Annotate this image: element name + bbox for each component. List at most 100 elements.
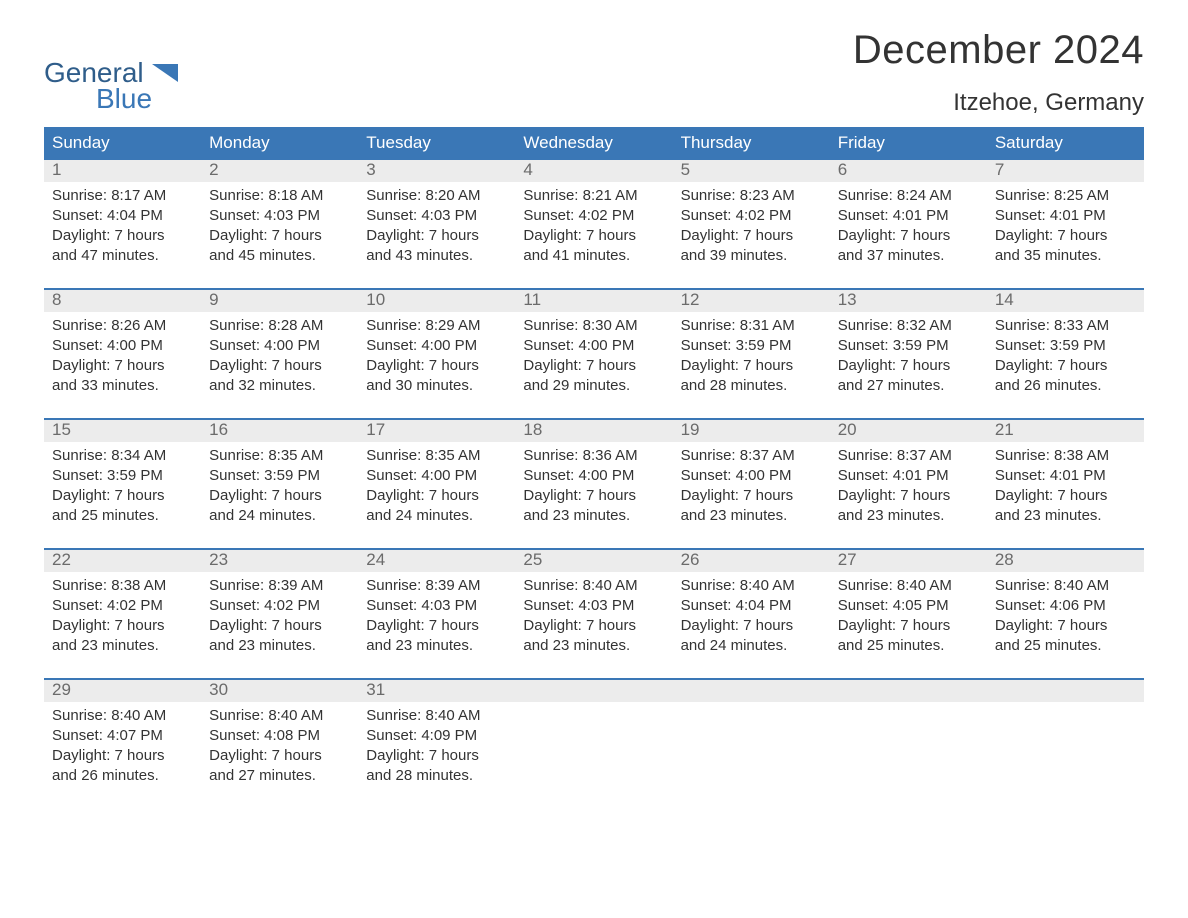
day-content: Sunrise: 8:40 AMSunset: 4:04 PMDaylight:… bbox=[673, 572, 830, 664]
day-content: Sunrise: 8:35 AMSunset: 4:00 PMDaylight:… bbox=[358, 442, 515, 534]
daylight-line: Daylight: 7 hours and 23 minutes. bbox=[52, 616, 193, 656]
day-cell: 2Sunrise: 8:18 AMSunset: 4:03 PMDaylight… bbox=[201, 160, 358, 288]
sunset-line: Sunset: 4:03 PM bbox=[523, 596, 664, 616]
weekday-header: Sunday bbox=[44, 127, 201, 160]
day-number: 10 bbox=[358, 290, 515, 312]
sunrise-line: Sunrise: 8:31 AM bbox=[681, 316, 822, 336]
day-cell: 15Sunrise: 8:34 AMSunset: 3:59 PMDayligh… bbox=[44, 420, 201, 548]
sunrise-line: Sunrise: 8:26 AM bbox=[52, 316, 193, 336]
sunset-line: Sunset: 4:00 PM bbox=[366, 466, 507, 486]
day-content: Sunrise: 8:37 AMSunset: 4:01 PMDaylight:… bbox=[830, 442, 987, 534]
sunset-line: Sunset: 4:03 PM bbox=[366, 596, 507, 616]
day-number: 19 bbox=[673, 420, 830, 442]
sunrise-line: Sunrise: 8:39 AM bbox=[366, 576, 507, 596]
sunset-line: Sunset: 4:02 PM bbox=[209, 596, 350, 616]
day-number: 12 bbox=[673, 290, 830, 312]
day-number: 17 bbox=[358, 420, 515, 442]
day-cell: 28Sunrise: 8:40 AMSunset: 4:06 PMDayligh… bbox=[987, 550, 1144, 678]
sunset-line: Sunset: 4:00 PM bbox=[523, 336, 664, 356]
sunset-line: Sunset: 4:09 PM bbox=[366, 726, 507, 746]
sunset-line: Sunset: 4:01 PM bbox=[838, 206, 979, 226]
day-number: 1 bbox=[44, 160, 201, 182]
day-cell: 3Sunrise: 8:20 AMSunset: 4:03 PMDaylight… bbox=[358, 160, 515, 288]
day-number: 23 bbox=[201, 550, 358, 572]
day-cell: 30Sunrise: 8:40 AMSunset: 4:08 PMDayligh… bbox=[201, 680, 358, 808]
sunset-line: Sunset: 4:02 PM bbox=[523, 206, 664, 226]
daylight-line: Daylight: 7 hours and 23 minutes. bbox=[366, 616, 507, 656]
day-number: 28 bbox=[987, 550, 1144, 572]
day-number: 22 bbox=[44, 550, 201, 572]
sunset-line: Sunset: 4:00 PM bbox=[681, 466, 822, 486]
sunset-line: Sunset: 3:59 PM bbox=[995, 336, 1136, 356]
sunrise-line: Sunrise: 8:40 AM bbox=[681, 576, 822, 596]
day-content: Sunrise: 8:33 AMSunset: 3:59 PMDaylight:… bbox=[987, 312, 1144, 404]
daylight-line: Daylight: 7 hours and 27 minutes. bbox=[838, 356, 979, 396]
day-cell: 16Sunrise: 8:35 AMSunset: 3:59 PMDayligh… bbox=[201, 420, 358, 548]
generalblue-logo-icon: General Blue bbox=[44, 58, 204, 113]
day-cell: 26Sunrise: 8:40 AMSunset: 4:04 PMDayligh… bbox=[673, 550, 830, 678]
sunrise-line: Sunrise: 8:36 AM bbox=[523, 446, 664, 466]
day-number: 26 bbox=[673, 550, 830, 572]
day-number: 24 bbox=[358, 550, 515, 572]
daylight-line: Daylight: 7 hours and 23 minutes. bbox=[681, 486, 822, 526]
daylight-line: Daylight: 7 hours and 24 minutes. bbox=[209, 486, 350, 526]
week-row: 29Sunrise: 8:40 AMSunset: 4:07 PMDayligh… bbox=[44, 678, 1144, 808]
day-number: 31 bbox=[358, 680, 515, 702]
daylight-line: Daylight: 7 hours and 23 minutes. bbox=[209, 616, 350, 656]
day-cell bbox=[987, 680, 1144, 808]
day-number: 13 bbox=[830, 290, 987, 312]
daylight-line: Daylight: 7 hours and 23 minutes. bbox=[523, 616, 664, 656]
day-cell: 20Sunrise: 8:37 AMSunset: 4:01 PMDayligh… bbox=[830, 420, 987, 548]
weeks-container: 1Sunrise: 8:17 AMSunset: 4:04 PMDaylight… bbox=[44, 160, 1144, 808]
sunrise-line: Sunrise: 8:17 AM bbox=[52, 186, 193, 206]
day-content: Sunrise: 8:21 AMSunset: 4:02 PMDaylight:… bbox=[515, 182, 672, 274]
day-number: 15 bbox=[44, 420, 201, 442]
day-cell: 22Sunrise: 8:38 AMSunset: 4:02 PMDayligh… bbox=[44, 550, 201, 678]
day-content: Sunrise: 8:34 AMSunset: 3:59 PMDaylight:… bbox=[44, 442, 201, 534]
daylight-line: Daylight: 7 hours and 23 minutes. bbox=[523, 486, 664, 526]
sunset-line: Sunset: 3:59 PM bbox=[209, 466, 350, 486]
day-content: Sunrise: 8:23 AMSunset: 4:02 PMDaylight:… bbox=[673, 182, 830, 274]
weekday-header: Wednesday bbox=[515, 127, 672, 160]
day-cell: 23Sunrise: 8:39 AMSunset: 4:02 PMDayligh… bbox=[201, 550, 358, 678]
sunrise-line: Sunrise: 8:38 AM bbox=[52, 576, 193, 596]
sunrise-line: Sunrise: 8:30 AM bbox=[523, 316, 664, 336]
sunset-line: Sunset: 3:59 PM bbox=[681, 336, 822, 356]
day-content: Sunrise: 8:39 AMSunset: 4:02 PMDaylight:… bbox=[201, 572, 358, 664]
day-cell: 13Sunrise: 8:32 AMSunset: 3:59 PMDayligh… bbox=[830, 290, 987, 418]
day-cell: 6Sunrise: 8:24 AMSunset: 4:01 PMDaylight… bbox=[830, 160, 987, 288]
day-content: Sunrise: 8:28 AMSunset: 4:00 PMDaylight:… bbox=[201, 312, 358, 404]
day-content: Sunrise: 8:37 AMSunset: 4:00 PMDaylight:… bbox=[673, 442, 830, 534]
weekday-header: Thursday bbox=[673, 127, 830, 160]
sunrise-line: Sunrise: 8:18 AM bbox=[209, 186, 350, 206]
empty-day-band bbox=[515, 680, 672, 702]
sunset-line: Sunset: 4:00 PM bbox=[52, 336, 193, 356]
day-cell: 10Sunrise: 8:29 AMSunset: 4:00 PMDayligh… bbox=[358, 290, 515, 418]
day-content: Sunrise: 8:36 AMSunset: 4:00 PMDaylight:… bbox=[515, 442, 672, 534]
sunrise-line: Sunrise: 8:37 AM bbox=[681, 446, 822, 466]
day-cell bbox=[515, 680, 672, 808]
day-cell: 1Sunrise: 8:17 AMSunset: 4:04 PMDaylight… bbox=[44, 160, 201, 288]
day-content: Sunrise: 8:40 AMSunset: 4:05 PMDaylight:… bbox=[830, 572, 987, 664]
day-cell: 24 Sunrise: 8:39 AMSunset: 4:03 PMDayligh… bbox=[358, 550, 515, 678]
daylight-line: Daylight: 7 hours and 25 minutes. bbox=[995, 616, 1136, 656]
day-cell: 29Sunrise: 8:40 AMSunset: 4:07 PMDayligh… bbox=[44, 680, 201, 808]
title-block: December 2024 Itzehoe, Germany bbox=[853, 28, 1144, 117]
day-cell: 21Sunrise: 8:38 AMSunset: 4:01 PMDayligh… bbox=[987, 420, 1144, 548]
day-content: Sunrise: 8:40 AMSunset: 4:06 PMDaylight:… bbox=[987, 572, 1144, 664]
day-content: Sunrise: 8:31 AMSunset: 3:59 PMDaylight:… bbox=[673, 312, 830, 404]
daylight-line: Daylight: 7 hours and 47 minutes. bbox=[52, 226, 193, 266]
weekday-header-row: Sunday Monday Tuesday Wednesday Thursday… bbox=[44, 127, 1144, 160]
logo: General Blue bbox=[44, 28, 204, 113]
empty-day-band bbox=[673, 680, 830, 702]
daylight-line: Daylight: 7 hours and 29 minutes. bbox=[523, 356, 664, 396]
day-number: 11 bbox=[515, 290, 672, 312]
daylight-line: Daylight: 7 hours and 30 minutes. bbox=[366, 356, 507, 396]
sunrise-line: Sunrise: 8:20 AM bbox=[366, 186, 507, 206]
daylight-line: Daylight: 7 hours and 28 minutes. bbox=[366, 746, 507, 786]
sunset-line: Sunset: 3:59 PM bbox=[52, 466, 193, 486]
day-cell: 7Sunrise: 8:25 AMSunset: 4:01 PMDaylight… bbox=[987, 160, 1144, 288]
day-cell: 14Sunrise: 8:33 AMSunset: 3:59 PMDayligh… bbox=[987, 290, 1144, 418]
day-content: Sunrise: 8:26 AMSunset: 4:00 PMDaylight:… bbox=[44, 312, 201, 404]
sunrise-line: Sunrise: 8:33 AM bbox=[995, 316, 1136, 336]
